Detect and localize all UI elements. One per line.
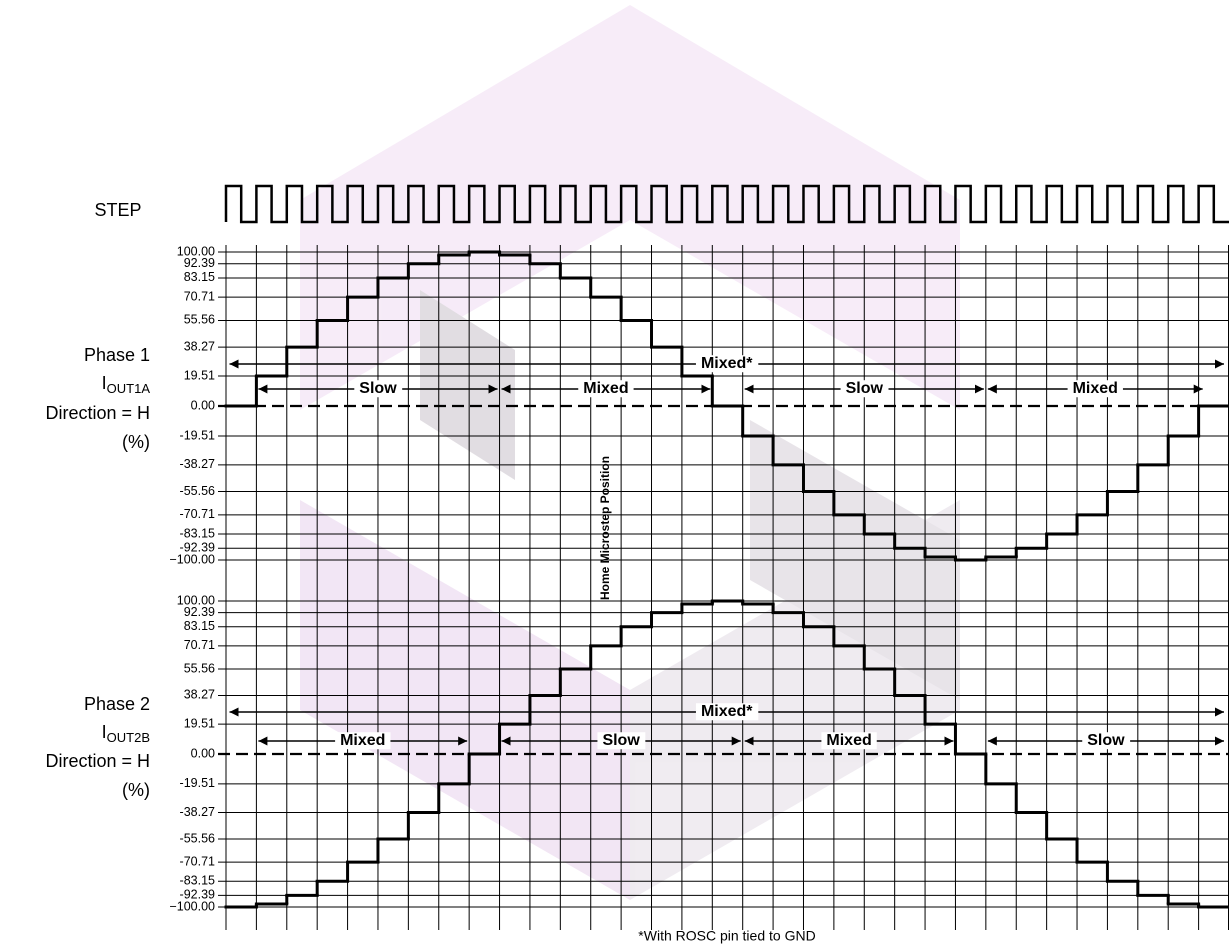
- y-tick-label: 0.00: [191, 398, 215, 412]
- y-tick-label: -92.39: [180, 888, 215, 902]
- y-tick-label: 38.27: [184, 339, 215, 353]
- y-tick-label: -55.56: [180, 831, 215, 845]
- mode-label: Slow: [846, 380, 884, 397]
- step-label: STEP: [94, 200, 141, 220]
- y-tick-label: 70.71: [184, 289, 215, 303]
- mode-label: Slow: [1087, 732, 1125, 749]
- y-tick-label: -19.51: [180, 428, 215, 442]
- mode-label: Mixed: [1073, 380, 1118, 397]
- y-tick-label: 55.56: [184, 313, 215, 327]
- y-tick-label: -70.71: [180, 507, 215, 521]
- y-tick-label: −100.00: [169, 899, 215, 913]
- y-tick-label: −100.00: [169, 552, 215, 566]
- label-background: [354, 380, 403, 398]
- current-label: IOUT1A: [102, 373, 151, 397]
- y-tick-label: 38.27: [184, 688, 215, 702]
- label-background: [1067, 380, 1123, 398]
- label-background: [335, 732, 391, 750]
- mode-label: Mixed: [826, 732, 871, 749]
- current-label: IOUT2B: [102, 722, 150, 746]
- y-tick-label: 100.00: [177, 593, 215, 607]
- current-symbol: I: [102, 722, 107, 742]
- unit-label: (%): [122, 432, 150, 452]
- y-tick-label: 70.71: [184, 638, 215, 652]
- mode-label: Slow: [602, 732, 640, 749]
- current-subscript: OUT1A: [107, 381, 151, 396]
- y-tick-label: -92.39: [180, 541, 215, 555]
- mode-label: Mixed: [340, 732, 385, 749]
- y-tick-label: 83.15: [184, 270, 215, 284]
- y-tick-label: -19.51: [180, 776, 215, 790]
- label-background: [840, 380, 889, 398]
- footnote: *With ROSC pin tied to GND: [638, 928, 815, 944]
- y-tick-label: -83.15: [180, 874, 215, 888]
- label-background: [1082, 732, 1131, 750]
- label-background: [695, 355, 759, 373]
- y-tick-label: 100.00: [177, 244, 215, 258]
- mode-label: Slow: [359, 380, 397, 397]
- current-subscript: OUT2B: [107, 730, 150, 745]
- label-background: [578, 380, 634, 398]
- step-waveform: [224, 184, 1229, 224]
- y-tick-label: 19.51: [184, 368, 215, 382]
- y-tick-label: 55.56: [184, 661, 215, 675]
- label-background: [695, 703, 759, 721]
- phase-label: Phase 2: [84, 694, 150, 714]
- mode-label: Mixed*: [701, 355, 753, 372]
- y-tick-label: -70.71: [180, 854, 215, 868]
- y-tick-label: 92.39: [184, 605, 215, 619]
- y-tick-label: -38.27: [180, 457, 215, 471]
- direction-label: Direction = H: [45, 751, 150, 771]
- y-tick-label: -83.15: [180, 526, 215, 540]
- y-tick-label: 92.39: [184, 256, 215, 270]
- y-tick-label: 19.51: [184, 716, 215, 730]
- y-tick-label: 83.15: [184, 619, 215, 633]
- label-background: [821, 732, 877, 750]
- mode-label: Mixed*: [701, 703, 753, 720]
- watermark: [300, 5, 960, 900]
- home-label: Home Microstep Position: [598, 456, 612, 600]
- direction-label: Direction = H: [45, 403, 150, 423]
- mode-label: Mixed: [583, 380, 628, 397]
- phase-label: Phase 1: [84, 345, 150, 365]
- y-tick-label: -38.27: [180, 805, 215, 819]
- current-symbol: I: [102, 373, 107, 393]
- y-tick-label: -55.56: [180, 484, 215, 498]
- label-background: [597, 732, 646, 750]
- unit-label: (%): [122, 780, 150, 800]
- y-tick-label: 0.00: [191, 746, 215, 760]
